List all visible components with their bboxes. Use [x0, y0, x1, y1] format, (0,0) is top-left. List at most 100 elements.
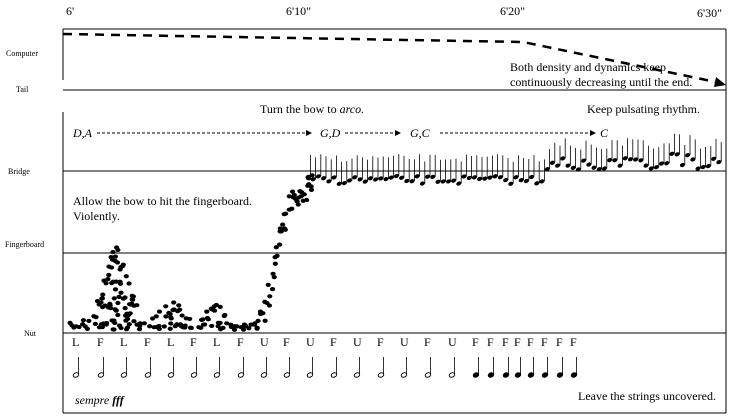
quarter-note-head	[373, 177, 379, 182]
bow-dot	[115, 300, 121, 306]
bow-dot	[107, 305, 114, 311]
bow-dot	[254, 325, 260, 330]
string-label-da: D,A	[73, 126, 92, 140]
quarter-note-head	[482, 176, 488, 181]
bow-dot	[100, 292, 106, 297]
uncovered-note: Leave the strings uncovered.	[578, 389, 716, 403]
bow-dot	[187, 316, 193, 322]
arrowhead-2	[395, 130, 401, 136]
quarter-note-head	[711, 156, 717, 161]
quarter-note-head	[497, 175, 503, 180]
bow-dot	[115, 247, 121, 253]
bow-dot	[149, 316, 156, 321]
bow-letter: U	[448, 335, 457, 349]
rhythm-notes	[72, 357, 578, 378]
quarter-note-head	[513, 175, 519, 180]
bow-dot	[122, 306, 128, 311]
bow-dot	[308, 184, 314, 189]
quarter-note-head	[445, 179, 451, 184]
bow-dot	[286, 194, 292, 199]
quarter-note-head	[586, 162, 592, 167]
bow-letter: F	[514, 335, 521, 349]
arrowhead-3	[590, 130, 596, 136]
bow-letter: F	[377, 335, 384, 349]
quarter-note-head	[669, 151, 675, 156]
quarter-note-head	[674, 152, 680, 157]
quarter-note-head	[326, 179, 332, 184]
bow-letter: F	[237, 335, 244, 349]
quarter-note-head	[425, 174, 431, 179]
bow-dot	[92, 321, 98, 326]
bow-dot	[182, 323, 188, 328]
bow-dot	[269, 287, 276, 292]
bow-dot	[283, 211, 289, 216]
bow-dot	[280, 222, 286, 227]
bow-dot	[231, 327, 238, 332]
bow-dot	[204, 309, 210, 314]
bow-dot	[224, 321, 230, 326]
quarter-note-head	[341, 180, 347, 186]
bow-letter: F	[97, 335, 104, 349]
bow-dot	[177, 307, 183, 312]
quarter-note-head	[336, 181, 342, 186]
quarter-note-head	[581, 158, 587, 163]
allow-bow-note-1: Allow the bow to hit the fingerboard.	[73, 194, 252, 208]
bow-letter: F	[144, 335, 151, 349]
bow-dot	[103, 281, 109, 286]
pulsating-notes	[305, 133, 722, 186]
bow-dot	[153, 314, 159, 319]
quarter-note-head	[404, 178, 410, 184]
bow-dot	[205, 317, 211, 322]
quarter-note-head	[466, 175, 472, 181]
row-label-tail: Tail	[16, 85, 29, 94]
quarter-note-head	[695, 166, 701, 171]
bow-dot	[215, 324, 221, 329]
bow-dot	[130, 294, 136, 299]
quarter-note-head	[570, 165, 576, 170]
quarter-note-head	[378, 176, 384, 181]
bow-letter: L	[167, 335, 175, 349]
allow-bow-note-2: Violently.	[73, 209, 120, 223]
quarter-note-head	[419, 181, 425, 186]
quarter-note-head	[560, 156, 566, 161]
quarter-note-head	[315, 174, 321, 179]
quarter-note-head	[705, 163, 711, 169]
quarter-note-head	[638, 158, 644, 163]
bow-dot	[126, 322, 132, 327]
bow-dot	[118, 290, 124, 295]
quarter-note-head	[461, 174, 467, 179]
bow-dot	[126, 281, 132, 286]
quarter-note-head	[612, 158, 618, 163]
bow-dot	[141, 321, 147, 326]
bow-dot	[270, 271, 276, 276]
quarter-note-head	[534, 181, 540, 186]
bow-dot	[167, 326, 173, 331]
time-mark-610: 6'10"	[286, 4, 312, 18]
bow-dot	[291, 192, 297, 198]
time-mark-620: 6'20"	[500, 4, 526, 18]
quarter-note-head	[544, 167, 550, 172]
bow-dot	[99, 296, 105, 301]
row-label-computer: Computer	[6, 49, 38, 58]
bow-dot	[106, 272, 112, 278]
quarter-note-head	[357, 177, 363, 182]
bow-dot	[200, 317, 206, 322]
bow-dot	[125, 316, 131, 322]
quarter-note-head	[690, 157, 696, 162]
bow-dot	[134, 303, 140, 308]
bow-letter: F	[502, 335, 509, 349]
row-label-fingerboard: Fingerboard	[5, 240, 45, 249]
bow-dot	[137, 321, 143, 326]
string-label-gd: G,D	[320, 126, 341, 140]
quarter-note-head	[331, 175, 337, 180]
computer-arrowhead	[714, 77, 726, 87]
quarter-note-head	[471, 175, 477, 180]
bow-dot	[163, 304, 169, 309]
bow-dot	[108, 265, 115, 270]
bow-dot	[272, 261, 278, 266]
bow-dot	[273, 245, 279, 250]
bow-dot	[168, 321, 174, 326]
turn-bow-text: Turn the bow to	[260, 102, 340, 116]
quarter-note-head	[508, 181, 514, 186]
